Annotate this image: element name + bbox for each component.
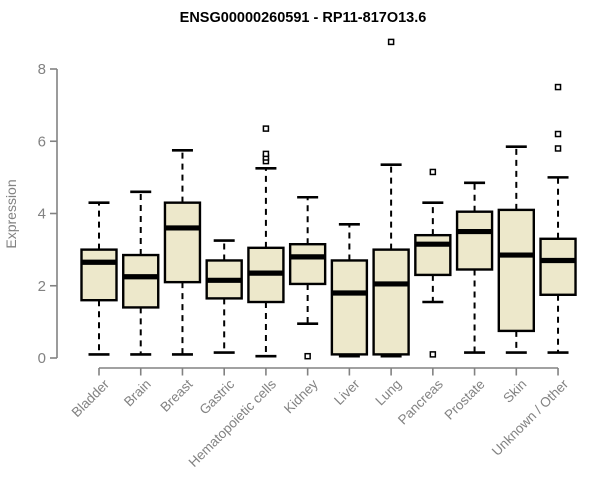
box-breast <box>163 148 202 356</box>
iqr-box <box>372 248 410 356</box>
iqr-box <box>163 201 202 284</box>
x-tick-label-kidney: Kidney <box>281 376 321 416</box>
boxes-layer <box>80 38 577 360</box>
outlier-point <box>554 83 562 91</box>
x-tick-label-bladder: Bladder <box>69 376 113 420</box>
outlier-point <box>387 38 395 46</box>
iqr-box <box>497 208 535 333</box>
x-tick-label-pancreas: Pancreas <box>395 376 446 427</box>
x-tick-label-liver: Liver <box>331 376 363 408</box>
chart-title: ENSG00000260591 - RP11-817O13.6 <box>180 10 427 26</box>
y-tick-label: 6 <box>38 133 46 150</box>
iqr-box <box>80 248 118 302</box>
y-tick-label: 8 <box>38 61 46 78</box>
box-unknown-other <box>539 83 577 354</box>
box-gastric <box>205 239 243 354</box>
x-tick-label-breast: Breast <box>157 376 195 414</box>
box-pancreas <box>414 168 452 358</box>
y-tick-label: 0 <box>38 350 46 367</box>
outlier-point <box>429 168 437 176</box>
y-tick-label: 2 <box>38 278 46 295</box>
outlier-point <box>262 150 270 158</box>
outlier-point <box>554 130 562 138</box>
x-tick-label-skin: Skin <box>500 377 529 406</box>
box-hematopoietic-cells <box>247 125 285 358</box>
box-kidney <box>288 195 327 360</box>
outlier-point <box>262 125 270 132</box>
box-brain <box>122 190 160 356</box>
y-axis-label: Expression <box>3 179 19 248</box>
iqr-box <box>455 210 494 271</box>
box-skin <box>497 145 535 354</box>
outlier-point <box>429 351 437 358</box>
box-liver <box>330 223 369 358</box>
iqr-box <box>288 243 327 286</box>
iqr-box <box>414 233 452 277</box>
box-prostate <box>455 181 494 354</box>
outlier-point <box>304 352 311 360</box>
y-tick-label: 4 <box>38 206 46 223</box>
outlier-point <box>554 145 562 152</box>
iqr-box <box>330 259 369 356</box>
box-bladder <box>80 201 118 356</box>
x-tick-label-prostate: Prostate <box>442 377 488 423</box>
x-tick-label-brain: Brain <box>121 377 154 410</box>
iqr-box <box>539 237 577 296</box>
box-lung <box>372 38 410 358</box>
x-tick-label-lung: Lung <box>372 377 404 409</box>
iqr-box <box>122 253 160 309</box>
x-tick-label-unknown-other: Unknown / Other <box>489 376 572 459</box>
x-tick-label-gastric: Gastric <box>196 376 237 417</box>
